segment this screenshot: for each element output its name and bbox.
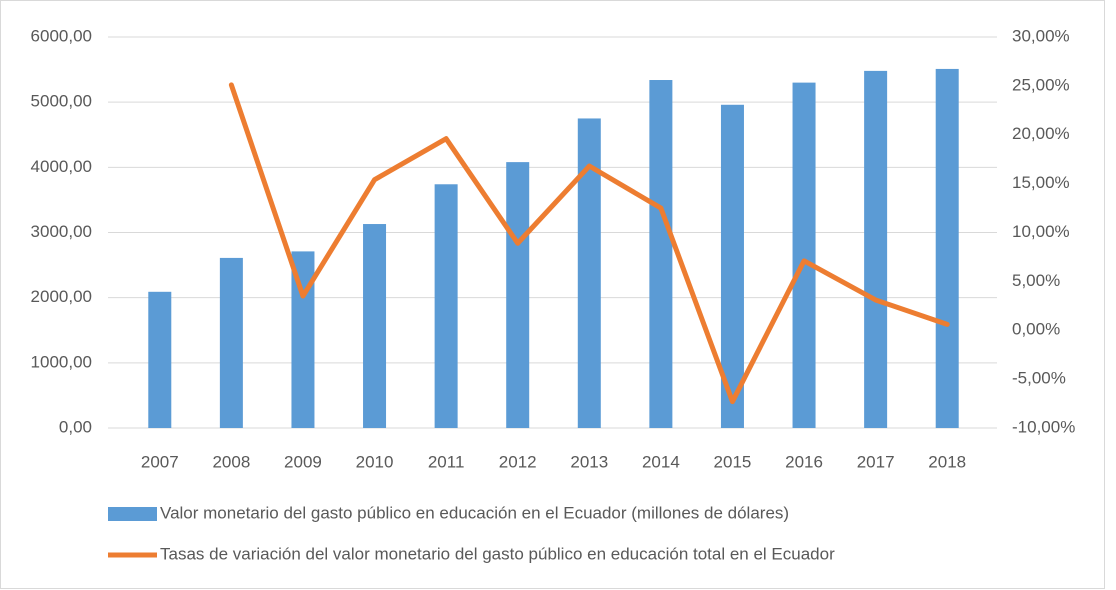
x-tick-label: 2009 <box>284 452 322 471</box>
legend-label: Valor monetario del gasto público en edu… <box>160 503 789 522</box>
y2-tick-label: 10,00% <box>1012 222 1070 241</box>
y-tick-label: 5000,00 <box>31 92 92 111</box>
x-tick-label: 2015 <box>714 452 752 471</box>
x-tick-label: 2008 <box>212 452 250 471</box>
x-tick-label: 2016 <box>785 452 823 471</box>
y2-tick-label: -10,00% <box>1012 417 1075 436</box>
bar <box>720 104 744 429</box>
y2-tick-label: -5,00% <box>1012 369 1066 388</box>
bar <box>577 118 601 428</box>
bar <box>792 82 816 428</box>
bar <box>935 68 959 428</box>
x-tick-label: 2007 <box>141 452 179 471</box>
y-tick-label: 3000,00 <box>31 222 92 241</box>
x-tick-label: 2014 <box>642 452 680 471</box>
y-tick-label: 2000,00 <box>31 287 92 306</box>
y2-tick-label: 30,00% <box>1012 26 1070 45</box>
bar <box>363 224 387 428</box>
bar <box>506 162 530 428</box>
y-tick-label: 0,00 <box>59 417 92 436</box>
y2-tick-label: 25,00% <box>1012 75 1070 94</box>
bar <box>649 80 673 428</box>
y2-tick-label: 5,00% <box>1012 271 1060 290</box>
x-tick-label: 2011 <box>428 452 465 471</box>
bar <box>291 251 315 428</box>
x-tick-label: 2010 <box>356 452 394 471</box>
y2-tick-label: 15,00% <box>1012 173 1070 192</box>
x-tick-label: 2013 <box>570 452 608 471</box>
y-tick-label: 1000,00 <box>31 352 92 371</box>
x-tick-label: 2017 <box>857 452 895 471</box>
y2-tick-label: 0,00% <box>1012 320 1060 339</box>
legend-label: Tasas de variación del valor monetario d… <box>160 544 835 563</box>
bar <box>148 291 172 428</box>
bar <box>434 184 458 428</box>
x-tick-label: 2018 <box>928 452 966 471</box>
bar <box>864 70 888 429</box>
legend-swatch <box>108 507 157 521</box>
y-tick-label: 6000,00 <box>31 26 92 45</box>
y-tick-label: 4000,00 <box>31 157 92 176</box>
line <box>228 82 950 405</box>
bar <box>219 257 243 428</box>
x-tick-label: 2012 <box>499 452 537 471</box>
y2-tick-label: 20,00% <box>1012 124 1070 143</box>
